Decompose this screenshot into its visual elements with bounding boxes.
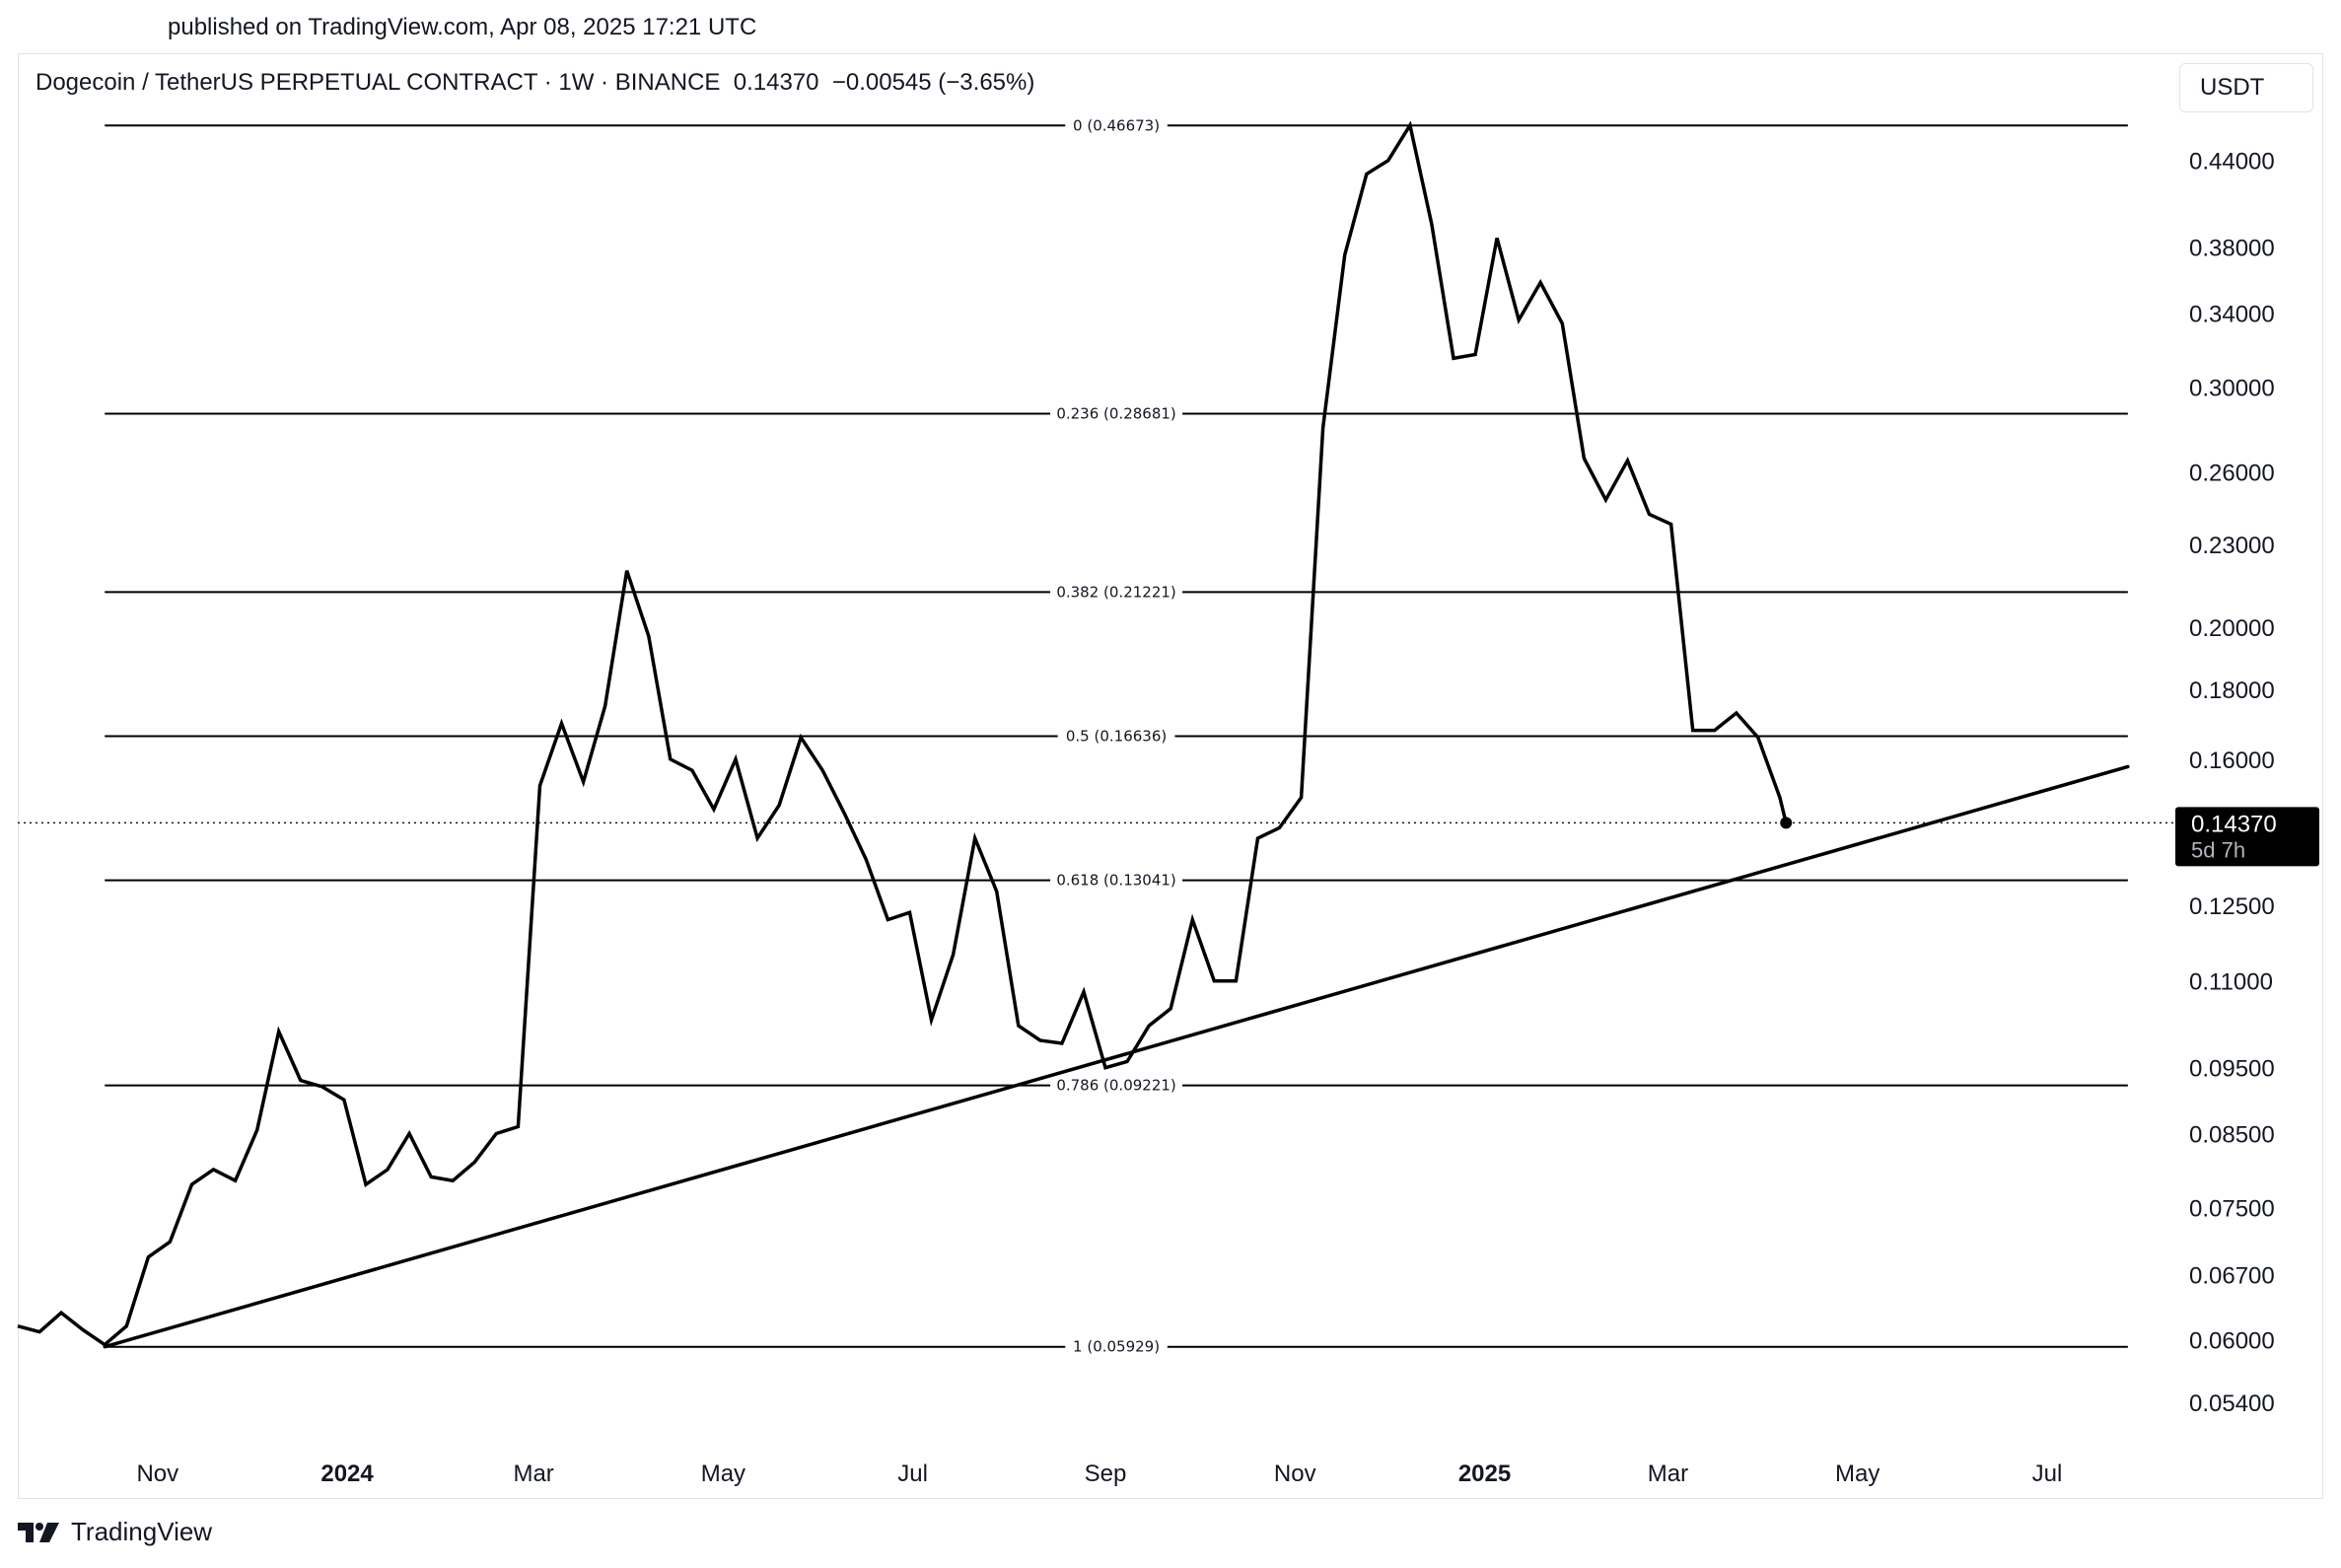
price-change: −0.00545 (−3.65%): [831, 69, 1035, 96]
x-tick-label: Nov: [136, 1461, 178, 1487]
footer-brand: TradingView: [71, 1517, 213, 1546]
symbol-name[interactable]: Dogecoin / TetherUS PERPETUAL CONTRACT ·…: [35, 69, 721, 96]
fib-level-label: 0.618 (0.13041): [1056, 872, 1175, 890]
y-tick-label: 0.18000: [2189, 677, 2275, 704]
x-tick-label: May: [701, 1461, 745, 1487]
y-tick-label: 0.06700: [2189, 1262, 2275, 1289]
y-tick-label: 0.44000: [2189, 149, 2275, 176]
symbol-header: Dogecoin / TetherUS PERPETUAL CONTRACT ·…: [35, 69, 1034, 97]
published-note: published on TradingView.com, Apr 08, 20…: [168, 14, 757, 40]
support-trendline: [103, 764, 2130, 1349]
chart-frame: [18, 53, 2323, 1499]
last-price: 0.14370: [733, 69, 819, 96]
tradingview-logo[interactable]: TradingView: [18, 1517, 212, 1547]
x-tick-label: 2025: [1458, 1461, 1511, 1487]
price-tag-value: 0.14370: [2191, 811, 2277, 837]
currency-button[interactable]: USDT: [2179, 63, 2313, 112]
trendline-layer[interactable]: [103, 764, 2130, 1349]
y-tick-label: 0.11000: [2189, 969, 2273, 996]
price-line: [17, 120, 1788, 1347]
x-tick-label: Mar: [513, 1461, 553, 1487]
last-price-marker: [1780, 817, 1793, 829]
price-tag-box: [2175, 807, 2319, 867]
price-series-layer: [17, 120, 1793, 1347]
y-tick-label: 0.20000: [2189, 615, 2275, 642]
y-tick-label: 0.06000: [2189, 1328, 2275, 1355]
y-tick-label: 0.16000: [2189, 748, 2275, 774]
time-axis[interactable]: Nov 2024 Mar May Jul Sep Nov 2025 Mar May Jul: [136, 1461, 2062, 1487]
x-tick-label: Jul: [897, 1461, 928, 1487]
fib-level-label: 0 (0.46673): [1073, 116, 1160, 134]
y-tick-label: 0.23000: [2189, 533, 2275, 559]
y-tick-label: 0.09500: [2189, 1056, 2275, 1083]
fib-level-label: 0.786 (0.09221): [1056, 1077, 1175, 1095]
y-tick-label: 0.34000: [2189, 301, 2275, 327]
x-tick-label: 2024: [320, 1461, 374, 1487]
fib-level-label: 0.236 (0.28681): [1056, 405, 1175, 423]
x-tick-label: Sep: [1085, 1461, 1127, 1487]
fib-retracement-layer: 0 (0.46673) 0.236 (0.28681) 0.382 (0.21221…: [105, 116, 2128, 1356]
price-axis[interactable]: 0.44000 0.38000 0.34000 0.30000 0.26000 0.230…: [2189, 149, 2275, 1417]
fib-level-label: 0.5 (0.16636): [1066, 727, 1167, 745]
y-tick-label: 0.26000: [2189, 460, 2275, 486]
tradingview-logo-icon: [18, 1522, 59, 1542]
fib-level-label: 1 (0.05929): [1073, 1338, 1160, 1356]
y-tick-label: 0.38000: [2189, 236, 2275, 262]
fib-level-label: 0.382 (0.21221): [1056, 583, 1175, 601]
y-tick-label: 0.12500: [2189, 893, 2275, 920]
x-tick-label: Nov: [1274, 1461, 1316, 1487]
y-tick-label: 0.30000: [2189, 376, 2275, 402]
price-tag-countdown: 5d 7h: [2191, 837, 2245, 862]
y-tick-label: 0.07500: [2189, 1196, 2275, 1223]
x-tick-label: Jul: [2032, 1461, 2063, 1487]
y-tick-label: 0.05400: [2189, 1390, 2275, 1417]
x-tick-label: May: [1835, 1461, 1880, 1487]
x-tick-label: Mar: [1648, 1461, 1688, 1487]
y-tick-label: 0.08500: [2189, 1121, 2275, 1148]
